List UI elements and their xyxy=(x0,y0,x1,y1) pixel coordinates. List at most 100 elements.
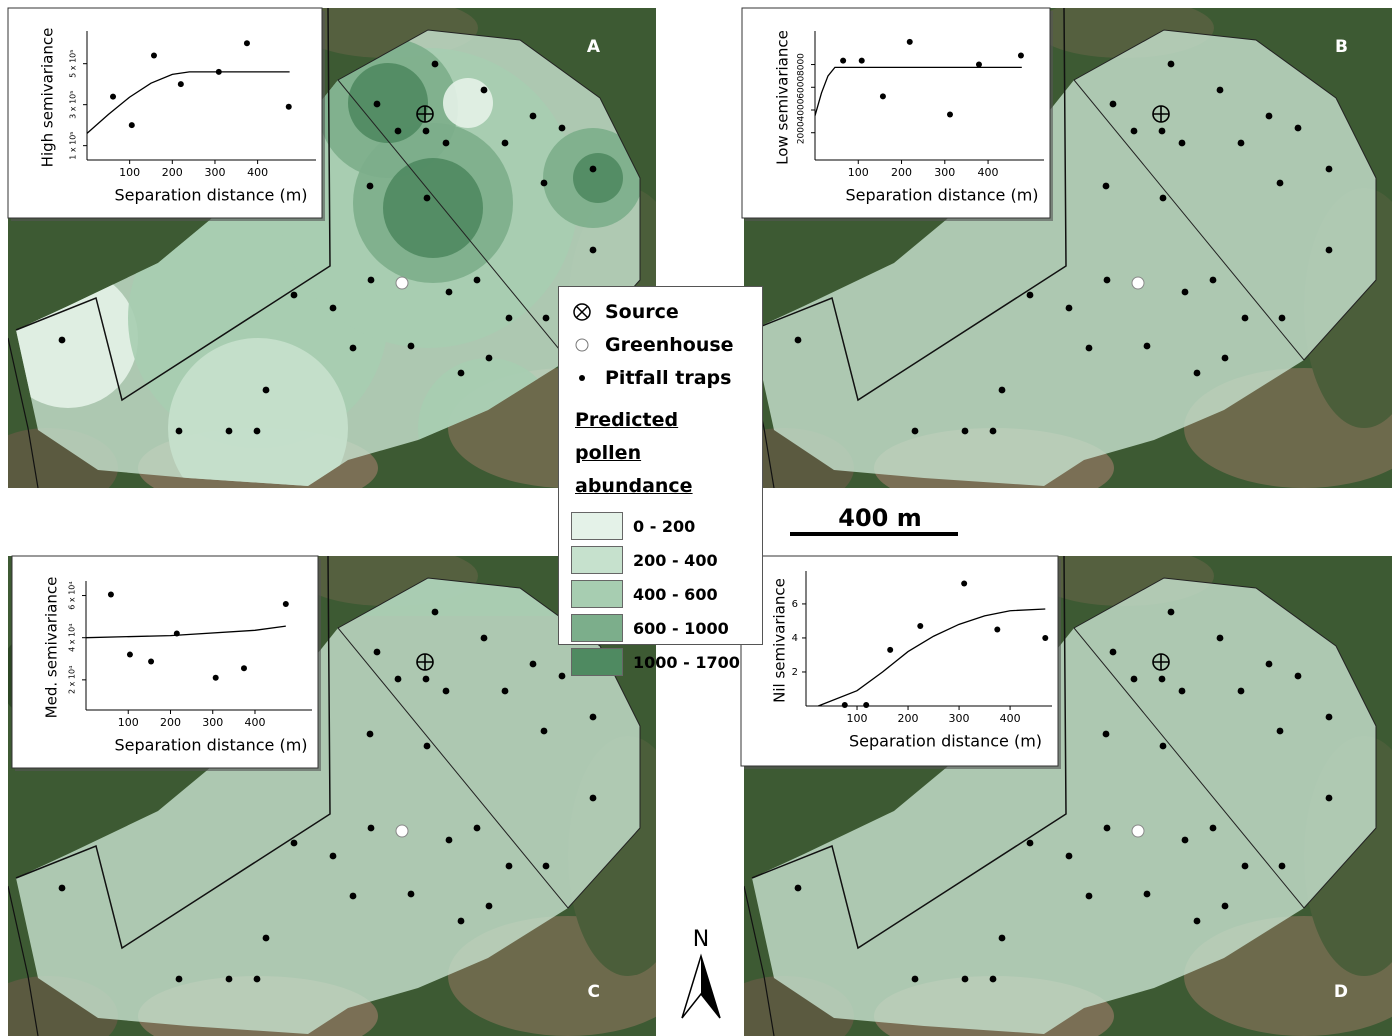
pitfall-trap xyxy=(349,344,357,352)
pitfall-trap xyxy=(1209,824,1217,832)
pitfall-trap xyxy=(366,730,374,738)
pitfall-trap xyxy=(589,246,597,254)
pitfall-trap xyxy=(367,276,375,284)
source-cross xyxy=(417,106,433,122)
pitfall-trap xyxy=(253,427,261,435)
pitfall-trap xyxy=(1085,344,1093,352)
pitfall-trap xyxy=(431,60,439,68)
x-tick-label: 200 xyxy=(898,712,919,725)
inset-box xyxy=(7,7,323,219)
class-label: 0 - 200 xyxy=(633,516,696,536)
inset-chart: 100 200 300 400 2 x 10⁴ 4 x 10⁴ 6 x 10⁴ Med. se… xyxy=(11,555,321,771)
pitfall-trap xyxy=(589,794,597,802)
pitfall-trap xyxy=(457,917,465,925)
data-point xyxy=(150,52,157,59)
pitfall-trap xyxy=(1181,288,1189,296)
swatch xyxy=(571,614,623,642)
pitfall-trap xyxy=(961,975,969,983)
greenhouse xyxy=(1131,276,1145,290)
data-point xyxy=(110,93,117,100)
data-point xyxy=(841,701,848,708)
boundary xyxy=(15,556,331,950)
x-tick-label: 300 xyxy=(204,166,225,179)
pitfall-trap xyxy=(431,608,439,616)
y-tick-label: 6000 xyxy=(797,76,807,99)
panel-label: A xyxy=(587,37,601,57)
pitfall-trap xyxy=(373,648,381,656)
x-tick-label: 400 xyxy=(978,166,999,179)
pitfall-trap xyxy=(998,934,1006,942)
swatch xyxy=(571,580,623,608)
source-cross xyxy=(1153,654,1169,670)
class-label: 200 - 400 xyxy=(633,550,718,570)
pitfall-trap xyxy=(445,288,453,296)
data-point xyxy=(1017,52,1024,59)
legend-text: Pitfall traps xyxy=(605,366,732,389)
data-point xyxy=(887,646,894,653)
x-tick-label: 400 xyxy=(1000,712,1021,725)
data-point xyxy=(961,580,968,587)
trap-icon xyxy=(579,374,585,381)
pitfall-trap xyxy=(1241,862,1249,870)
x-tick-label: 100 xyxy=(119,166,140,179)
data-point xyxy=(285,103,292,110)
pitfall-trap xyxy=(1237,139,1245,147)
study-outline xyxy=(1073,29,1377,361)
pitfall-trap xyxy=(1325,165,1333,173)
study-outline xyxy=(1073,577,1377,909)
boundary xyxy=(751,8,1067,402)
boundary xyxy=(8,885,39,1036)
pitfall-trap xyxy=(1026,291,1034,299)
pitfall-trap xyxy=(1193,917,1201,925)
data-point xyxy=(946,111,953,118)
pitfall-trap xyxy=(589,713,597,721)
surface-zone xyxy=(573,153,623,203)
x-tick-label: 400 xyxy=(244,716,265,729)
pitfall-trap xyxy=(1109,648,1117,656)
data-point xyxy=(879,93,886,100)
data-point xyxy=(240,665,247,672)
data-point xyxy=(177,81,184,88)
pitfall-trap xyxy=(480,86,488,94)
pitfall-trap xyxy=(542,314,550,322)
y-tick-label: 8000 xyxy=(797,53,807,76)
data-point xyxy=(994,626,1001,633)
y-tick-label: 6 xyxy=(792,599,798,610)
pitfall-trap xyxy=(1159,194,1167,202)
boundary xyxy=(15,8,331,402)
x-tick-label: 200 xyxy=(162,166,183,179)
pitfall-trap xyxy=(253,975,261,983)
y-axis-label: Low semivariance xyxy=(774,30,792,165)
pitfall-trap xyxy=(794,336,802,344)
source-cross xyxy=(1153,106,1169,122)
pitfall-trap xyxy=(367,824,375,832)
class-label: 400 - 600 xyxy=(633,584,718,604)
source-cross xyxy=(417,654,433,670)
x-tick-label: 300 xyxy=(202,716,223,729)
pitfall-trap xyxy=(1221,902,1229,910)
pitfall-trap xyxy=(911,975,919,983)
pitfall-trap xyxy=(366,182,374,190)
pitfall-trap xyxy=(1221,354,1229,362)
map-content xyxy=(744,8,1392,488)
pitfall-trap xyxy=(505,314,513,322)
surface-zone xyxy=(383,158,483,258)
scale-label: 400 m xyxy=(838,504,921,532)
pitfall-trap xyxy=(1065,304,1073,312)
pitfall-trap xyxy=(1294,672,1302,680)
data-point xyxy=(917,623,924,630)
boundary xyxy=(744,885,775,1036)
pitfall-trap xyxy=(442,687,450,695)
pitfall-trap xyxy=(58,336,66,344)
pitfall-trap xyxy=(1158,127,1166,135)
pitfall-trap xyxy=(1178,139,1186,147)
greenhouse xyxy=(395,824,409,838)
panel-label: D xyxy=(1334,982,1348,1002)
legend-class: 600 - 1000 xyxy=(571,611,750,645)
x-tick-label: 100 xyxy=(847,712,868,725)
pitfall-trap xyxy=(290,839,298,847)
pitfall-trap xyxy=(1265,112,1273,120)
y-tick-label: 4 x 10⁴ xyxy=(68,624,77,652)
pitfall-trap xyxy=(485,902,493,910)
surface-zone xyxy=(443,78,493,128)
